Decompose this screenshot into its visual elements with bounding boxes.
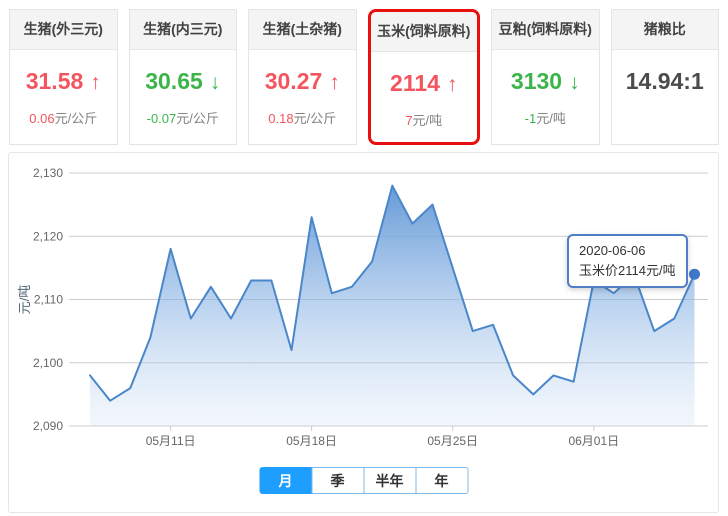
time-range-tabs: 月季半年年 xyxy=(259,467,468,494)
card-value: 3130 xyxy=(510,68,563,94)
price-card-pig-inner-ternary[interactable]: 生猪(内三元) 30.65 ↓ -0.07元/公斤 xyxy=(128,9,237,145)
card-change-row: -0.07元/公斤 xyxy=(130,108,237,127)
card-value-row: 30.27 ↑ xyxy=(249,68,356,95)
chart-area-fill xyxy=(90,185,695,426)
card-change-unit: 元/吨 xyxy=(412,113,443,128)
price-card-pig-outer-ternary[interactable]: 生猪(外三元) 31.58 ↑ 0.06元/公斤 xyxy=(9,9,118,145)
card-title: 玉米(饲料原料) xyxy=(370,12,477,52)
card-body: 30.27 ↑ 0.18元/公斤 xyxy=(249,50,356,127)
y-axis-tick-label: 2,100 xyxy=(33,356,63,370)
y-axis-title: 元/吨 xyxy=(17,285,32,315)
card-body: 2114 ↑ 7元/吨 xyxy=(371,52,478,129)
tab-year[interactable]: 年 xyxy=(415,467,468,494)
card-change-value: -0.07 xyxy=(146,111,177,126)
card-change-unit: 元/公斤 xyxy=(54,111,98,126)
y-axis-tick-label: 2,090 xyxy=(33,419,63,433)
card-title: 生猪(内三元) xyxy=(129,10,236,50)
up-arrow-icon: ↑ xyxy=(90,71,101,94)
card-change-value: 0.18 xyxy=(268,111,294,126)
card-title: 豆粕(饲料原料) xyxy=(492,10,599,50)
down-arrow-icon: ↓ xyxy=(209,71,221,94)
up-arrow-icon: ↑ xyxy=(446,73,458,96)
card-change-unit: 元/公斤 xyxy=(293,111,337,126)
card-value-row: 14.94:1 xyxy=(612,68,719,95)
tab-half-year[interactable]: 半年 xyxy=(363,467,416,494)
card-value-row: 30.65 ↓ xyxy=(130,68,237,95)
card-value-row: 2114 ↑ xyxy=(371,70,478,97)
price-cards-row: 生猪(外三元) 31.58 ↑ 0.06元/公斤 生猪(内三元) 30.65 ↓ -0.07元… xyxy=(9,9,719,145)
price-card-pig-hybrid[interactable]: 生猪(土杂猪) 30.27 ↑ 0.18元/公斤 xyxy=(248,9,357,145)
card-value: 30.27 xyxy=(264,68,323,94)
x-axis-tick-label: 05月11日 xyxy=(146,434,196,448)
card-value-row: 31.58 ↑ xyxy=(10,68,117,95)
card-change-row: 7元/吨 xyxy=(371,110,478,129)
card-change-row: 0.06元/公斤 xyxy=(10,108,117,127)
price-card-soybean-meal-feed[interactable]: 豆粕(饲料原料) 3130 ↓ -1元/吨 xyxy=(491,9,600,145)
y-axis-tick-label: 2,110 xyxy=(34,293,63,307)
tooltip-date: 2020-06-06 xyxy=(579,243,646,258)
card-body: 3130 ↓ -1元/吨 xyxy=(492,50,599,127)
tab-month[interactable]: 月 xyxy=(259,467,312,494)
card-value: 30.65 xyxy=(145,68,203,94)
card-change-value: 7 xyxy=(405,113,413,128)
corn-price-area-chart: 2,090 2,100 2,110 2,120 2,130 05月11日 05月18日 05月… xyxy=(17,166,708,448)
price-card-pig-grain-ratio[interactable]: 猪粮比 14.94:1 xyxy=(610,9,719,145)
card-change-row: -1元/吨 xyxy=(492,108,599,127)
x-axis-tick-label: 06月01日 xyxy=(568,434,619,448)
card-value-row: 3130 ↓ xyxy=(492,68,599,95)
card-change-row: 0.18元/公斤 xyxy=(249,108,356,127)
up-arrow-icon: ↑ xyxy=(329,71,340,94)
chart-point-marker xyxy=(689,268,700,280)
card-title: 生猪(土杂猪) xyxy=(249,10,356,50)
card-value: 31.58 xyxy=(25,68,84,94)
card-value: 14.94:1 xyxy=(625,68,704,94)
x-axis-tick-label: 05月18日 xyxy=(286,434,337,448)
tooltip-value: 玉米价2114元/吨 xyxy=(579,263,676,279)
tab-quarter[interactable]: 季 xyxy=(311,467,364,494)
y-axis-tick-label: 2,120 xyxy=(33,229,63,243)
down-arrow-icon: ↓ xyxy=(569,71,580,94)
card-title: 生猪(外三元) xyxy=(10,10,117,50)
price-card-corn-feed[interactable]: 玉米(饲料原料) 2114 ↑ 7元/吨 xyxy=(367,9,480,145)
card-change-unit: 元/公斤 xyxy=(176,111,219,126)
y-axis-tick-label: 2,130 xyxy=(33,166,63,180)
chart-panel: 2,090 2,100 2,110 2,120 2,130 05月11日 05月18日 05月… xyxy=(8,152,719,513)
card-title: 猪粮比 xyxy=(611,10,718,50)
card-value: 2114 xyxy=(390,70,440,96)
card-body: 14.94:1 xyxy=(612,50,719,95)
card-change-value: 0.06 xyxy=(29,111,55,126)
chart-tooltip: 2020-06-06 玉米价2114元/吨 xyxy=(567,234,688,289)
x-axis-tick-label: 05月25日 xyxy=(427,434,478,448)
card-change-unit: 元/吨 xyxy=(536,111,566,126)
card-change-value: -1 xyxy=(524,111,537,126)
card-body: 30.65 ↓ -0.07元/公斤 xyxy=(130,50,237,127)
card-body: 31.58 ↑ 0.06元/公斤 xyxy=(10,50,117,127)
